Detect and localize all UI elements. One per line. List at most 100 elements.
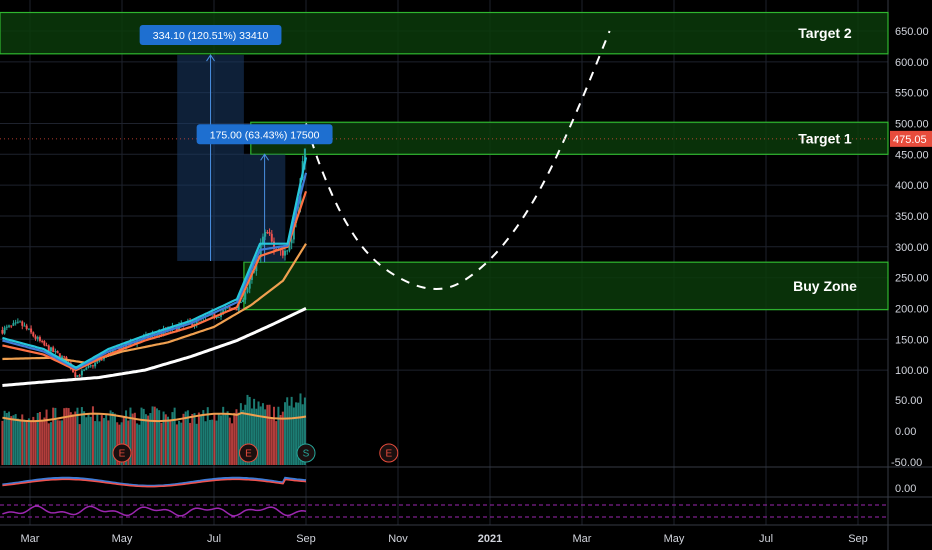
event-marker-letter-1: E <box>245 449 252 460</box>
candle-body <box>222 309 225 313</box>
price-tick-label: 250.00 <box>895 273 929 285</box>
volume-bar <box>80 407 83 465</box>
volume-bar <box>244 404 247 465</box>
event-marker-split <box>296 443 316 463</box>
volume-bar <box>248 396 251 465</box>
volume-bar <box>217 413 220 465</box>
candle-body <box>246 288 249 293</box>
volume-bar <box>211 419 214 465</box>
volume-bar <box>96 414 99 465</box>
volume-bar <box>250 408 253 465</box>
event-marker-earnings <box>379 443 399 463</box>
candle-body <box>303 148 306 162</box>
volume-bar <box>277 406 280 465</box>
volume-bar <box>191 413 194 465</box>
volume-bar <box>122 416 125 465</box>
volume-bar <box>65 407 68 465</box>
volume-bar <box>89 416 92 465</box>
candle-body <box>36 337 39 339</box>
candle-body <box>284 250 287 256</box>
volume-bar <box>109 410 112 465</box>
volume-bar <box>202 410 205 465</box>
volume-bar <box>164 414 167 465</box>
candle-body <box>16 321 19 323</box>
volume-bar <box>27 418 30 465</box>
volume-bar <box>169 420 172 465</box>
current-price-tag <box>890 130 932 147</box>
volume-bar <box>233 412 236 465</box>
candle-body <box>63 356 66 358</box>
volume-bar <box>195 423 198 465</box>
volume-bar <box>12 415 15 465</box>
zone-label-0: Target 2 <box>798 25 852 41</box>
volume-bar <box>47 423 50 465</box>
volume-bar <box>54 407 57 465</box>
volume-bar <box>136 423 139 465</box>
candle-body <box>89 365 92 367</box>
zone-label-1: Target 1 <box>798 130 852 146</box>
volume-bar <box>16 418 19 465</box>
volume-bar <box>142 408 145 465</box>
volume-bar <box>61 420 64 465</box>
volume-bar <box>30 421 33 465</box>
time-axis[interactable]: Mar May Jul Sep Nov 2021 Mar May Jul Sep <box>21 533 868 545</box>
candle-body <box>244 292 247 300</box>
event-marker-letter-0: E <box>119 449 126 460</box>
volume-bar <box>226 411 229 465</box>
volume-bar <box>149 413 152 465</box>
volume-bar <box>140 407 143 465</box>
volume-bar <box>213 414 216 465</box>
price-tick-label: 400.00 <box>895 180 929 192</box>
candle-body <box>264 232 267 237</box>
volume-bar <box>208 419 211 465</box>
candle-body <box>96 361 99 363</box>
volume-bar <box>133 412 136 465</box>
candle-body <box>286 250 289 252</box>
candle-body <box>100 359 103 361</box>
volume-bar <box>63 408 66 465</box>
candle-body <box>34 336 37 339</box>
candle-body <box>242 299 245 302</box>
volume-bar <box>138 424 141 465</box>
candle-body <box>45 345 48 347</box>
candle-body <box>87 366 90 368</box>
volume-bar <box>178 420 181 465</box>
volume-bar <box>34 420 37 465</box>
candle-body <box>83 369 86 371</box>
candle-body <box>41 340 44 342</box>
volume-bar <box>58 420 61 465</box>
volume-bar <box>206 407 209 465</box>
event-marker-earnings <box>112 443 132 463</box>
volume-bar <box>182 413 185 465</box>
projection-layer <box>305 30 611 290</box>
measure-label-1: 175.00 (63.43%) 17500 <box>210 129 320 141</box>
volume-bar <box>19 419 22 465</box>
volume-bar <box>25 421 28 465</box>
volume-bar <box>197 412 200 465</box>
volume-tick-label: -50.00 <box>891 457 922 469</box>
candle-body <box>72 369 75 373</box>
volume-bar <box>107 420 110 465</box>
event-marker-letter-2: S <box>303 449 310 460</box>
time-tick-label: Jul <box>207 533 221 545</box>
candle-body <box>281 250 284 256</box>
candle-body <box>98 359 101 362</box>
price-axis[interactable]: 650.00 600.00 550.00 500.00 450.00 400.00 350.… <box>0 26 932 495</box>
volume-bar <box>158 410 161 465</box>
volume-bar <box>186 410 189 465</box>
volume-bar <box>184 411 187 465</box>
measure-label-box <box>196 124 333 145</box>
candle-body <box>91 365 94 367</box>
moving-average-line-2 <box>2 190 308 372</box>
volume-bar <box>98 421 101 465</box>
candle-body <box>74 372 77 377</box>
volume-bar <box>255 408 258 465</box>
candle-body <box>169 327 172 331</box>
event-marker-earnings <box>239 443 258 463</box>
volume-bar <box>167 416 169 465</box>
time-tick-label: Sep <box>296 533 316 545</box>
volume-bar <box>292 407 295 465</box>
volume-bar <box>8 411 11 465</box>
price-tick-label: 600.00 <box>895 57 929 69</box>
